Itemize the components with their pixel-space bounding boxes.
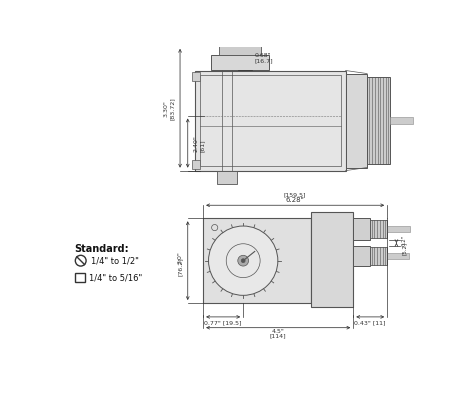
Text: 0.68"
[16.7]: 0.68" [16.7] (255, 53, 273, 64)
Text: 0.77" [19.5]: 0.77" [19.5] (204, 321, 242, 325)
Text: 4.5": 4.5" (272, 329, 285, 334)
Bar (346, 73, 367, 167)
Text: Standard:: Standard: (75, 244, 129, 254)
Bar (387, 226, 410, 232)
Text: 6.28": 6.28" (286, 197, 305, 203)
Bar (192, 160, 200, 169)
Circle shape (241, 259, 245, 263)
Circle shape (238, 255, 248, 266)
Text: 0.2": 0.2" (402, 235, 407, 246)
Bar (217, 171, 237, 184)
Bar (203, 218, 311, 303)
Text: 2.40"
[61]: 2.40" [61] (194, 135, 205, 152)
Bar (311, 212, 353, 307)
Bar (370, 220, 387, 238)
Bar (192, 72, 200, 81)
Bar (200, 75, 341, 166)
Bar (390, 117, 413, 124)
Text: 1/4" to 1/2": 1/4" to 1/2" (91, 256, 139, 265)
Text: 3.0": 3.0" (178, 251, 182, 264)
Text: [114]: [114] (270, 334, 287, 339)
Text: [76.2]: [76.2] (178, 258, 182, 276)
Bar (211, 55, 268, 70)
Text: 1/4" to 5/16": 1/4" to 5/16" (89, 273, 142, 282)
Bar (367, 77, 390, 164)
Text: [159.5]: [159.5] (284, 193, 307, 198)
Bar (387, 253, 409, 259)
Bar (370, 247, 387, 265)
Bar (75, 273, 85, 282)
Circle shape (208, 226, 278, 295)
Bar (353, 246, 370, 266)
Bar (218, 46, 261, 55)
Text: 0.43" [11]: 0.43" [11] (355, 321, 386, 325)
Text: 3.30"
[83.72]: 3.30" [83.72] (164, 97, 175, 120)
Text: [5.2]: [5.2] (402, 242, 407, 255)
Bar (353, 218, 370, 240)
Bar (196, 70, 346, 171)
